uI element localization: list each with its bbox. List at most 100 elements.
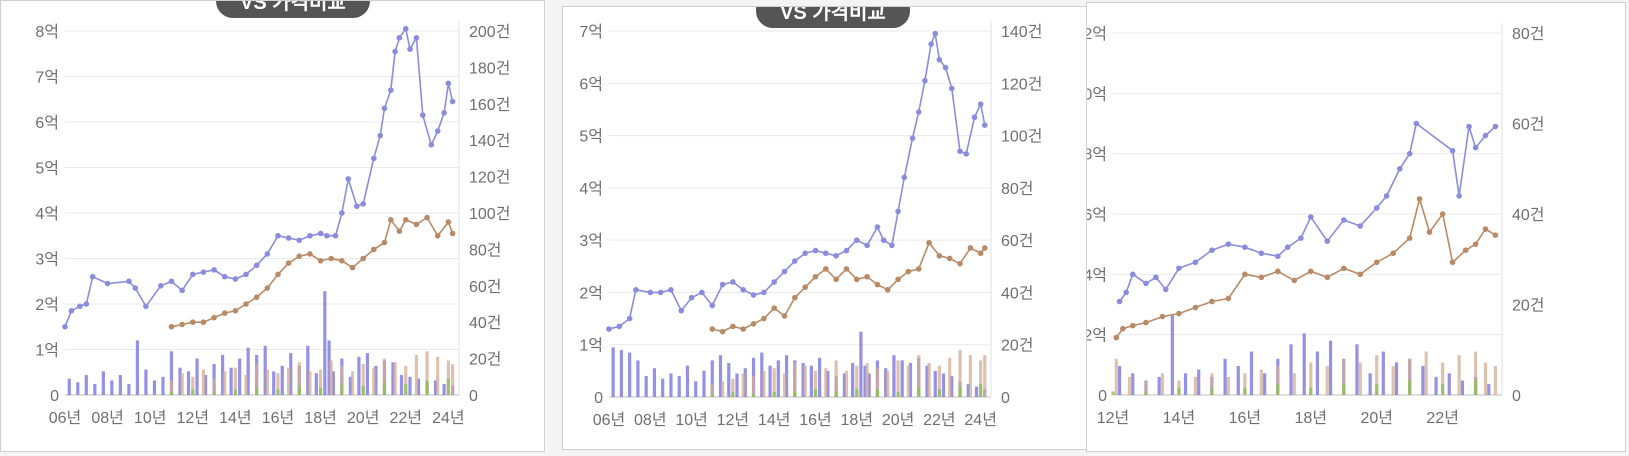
series-point[interactable] [1242,271,1248,278]
series-point[interactable] [853,276,860,283]
series-point[interactable] [932,30,939,37]
series-point[interactable] [792,258,798,264]
series-point[interactable] [874,224,881,230]
series-point[interactable] [1291,277,1298,284]
series-point[interactable] [1275,268,1281,275]
series-point[interactable] [750,292,757,298]
series-point[interactable] [709,302,716,309]
series-point[interactable] [971,114,978,121]
series-point[interactable] [1123,289,1129,296]
series-point[interactable] [402,25,409,32]
series-point[interactable] [179,287,185,294]
series-point[interactable] [413,35,420,41]
series-point[interactable] [1373,259,1380,266]
series-point[interactable] [275,271,281,278]
series-point[interactable] [909,135,916,141]
series-point[interactable] [730,279,736,285]
series-point[interactable] [942,64,949,71]
series-point[interactable] [761,289,767,296]
series-point[interactable] [1373,205,1380,211]
series-point[interactable] [781,313,788,319]
series-point[interactable] [1258,250,1265,257]
series-point[interactable] [158,283,164,289]
series-point[interactable] [211,314,217,321]
series-point[interactable] [657,289,664,296]
series-point[interactable] [1340,217,1347,223]
chart-title-pill[interactable]: VS 가격비교 [756,7,910,28]
series-point[interactable] [89,273,96,280]
series-point[interactable] [392,48,398,55]
series-point[interactable] [243,271,249,278]
series-point[interactable] [285,235,292,241]
series-point[interactable] [264,251,271,257]
series-point[interactable] [922,77,928,84]
series-point[interactable] [200,269,207,275]
series-point[interactable] [388,217,394,223]
series-point[interactable] [1416,196,1423,202]
series-point[interactable] [388,87,394,93]
series-point[interactable] [1192,259,1199,266]
series-point[interactable] [211,267,217,273]
series-point[interactable] [1143,319,1149,326]
series-point[interactable] [1413,120,1420,127]
series-point[interactable] [296,253,303,260]
series-point[interactable] [823,266,829,272]
series-point[interactable] [1406,150,1413,157]
series-point[interactable] [1258,274,1265,281]
series-point[interactable] [285,260,292,266]
series-point[interactable] [740,287,747,293]
series-point[interactable] [402,217,409,223]
series-point[interactable] [253,294,260,300]
series-point[interactable] [1449,147,1456,154]
series-point[interactable] [1225,241,1232,247]
series-point[interactable] [396,35,403,41]
series-point[interactable] [360,255,366,262]
series-point[interactable] [1324,238,1331,244]
series-point[interactable] [1472,144,1479,151]
series-point[interactable] [699,289,705,296]
series-point[interactable] [449,98,456,105]
series-point[interactable] [168,323,175,330]
series-point[interactable] [812,247,819,254]
series-point[interactable] [1159,313,1166,320]
series-point[interactable] [626,315,633,322]
series-point[interactable] [419,112,426,118]
series-point[interactable] [719,281,726,288]
series-point[interactable] [179,321,185,328]
series-point[interactable] [317,257,324,264]
series-point[interactable] [1406,235,1413,241]
series-point[interactable] [307,232,313,239]
series-point[interactable] [1209,247,1215,253]
series-point[interactable] [413,221,420,228]
series-point[interactable] [1307,214,1314,220]
series-point[interactable] [812,273,819,280]
series-point[interactable] [616,323,623,330]
series-point[interactable] [1129,322,1136,329]
series-point[interactable] [771,305,777,311]
series-point[interactable] [77,303,83,310]
series-point[interactable] [864,273,870,280]
series-point[interactable] [68,308,75,314]
series-point[interactable] [243,301,249,307]
series-point[interactable] [132,285,139,291]
series-point[interactable] [1162,286,1169,293]
series-point[interactable] [349,264,356,271]
series-point[interactable] [83,301,90,307]
series-point[interactable] [1449,259,1456,266]
series-point[interactable] [982,245,988,251]
series-point[interactable] [1397,165,1403,172]
series-point[interactable] [232,308,239,314]
series-point[interactable] [434,128,441,134]
series-point[interactable] [1482,226,1489,232]
series-point[interactable] [1113,334,1120,341]
series-point[interactable] [1357,223,1364,229]
series-point[interactable] [407,46,413,52]
series-point[interactable] [1120,325,1126,332]
series-point[interactable] [771,279,777,285]
series-point[interactable] [1153,274,1159,281]
series-point[interactable] [324,232,330,239]
series-point[interactable] [633,287,639,293]
series-point[interactable] [296,237,303,244]
series-point[interactable] [802,284,808,291]
series-point[interactable] [963,151,970,157]
